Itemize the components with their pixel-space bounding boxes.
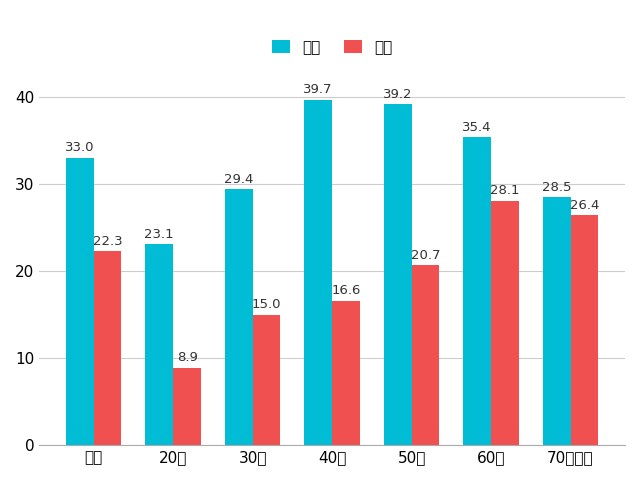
Text: 22.3: 22.3: [93, 235, 122, 248]
Bar: [145, 244, 173, 445]
Bar: [384, 104, 412, 445]
Bar: [304, 100, 332, 445]
Text: 16.6: 16.6: [332, 284, 361, 297]
Bar: [173, 368, 201, 445]
Text: 8.9: 8.9: [177, 351, 198, 364]
Text: 20.7: 20.7: [411, 249, 440, 262]
Bar: [412, 265, 440, 445]
Text: 28.1: 28.1: [490, 184, 520, 197]
Bar: [66, 158, 93, 445]
Text: 26.4: 26.4: [570, 199, 599, 212]
Legend: 男性, 女性: 男性, 女性: [266, 34, 399, 61]
Text: 15.0: 15.0: [252, 298, 282, 311]
Bar: [543, 197, 570, 445]
Bar: [332, 300, 360, 445]
Text: 29.4: 29.4: [224, 173, 253, 186]
Bar: [93, 251, 122, 445]
Text: 39.2: 39.2: [383, 87, 412, 100]
Bar: [491, 201, 519, 445]
Text: 33.0: 33.0: [65, 142, 95, 155]
Bar: [463, 137, 491, 445]
Bar: [225, 189, 253, 445]
Bar: [570, 216, 598, 445]
Text: 35.4: 35.4: [463, 120, 492, 133]
Text: 39.7: 39.7: [303, 83, 333, 96]
Bar: [253, 314, 280, 445]
Text: 28.5: 28.5: [542, 180, 572, 193]
Text: 23.1: 23.1: [145, 228, 174, 240]
